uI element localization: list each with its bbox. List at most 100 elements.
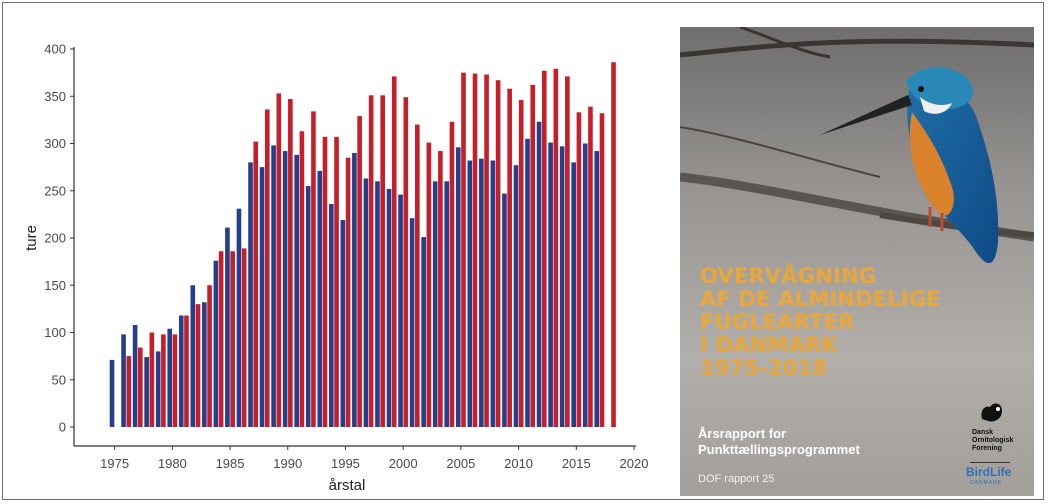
bar-red	[403, 97, 409, 427]
y-tick-label: 100	[44, 325, 66, 340]
bar-blue	[178, 315, 184, 427]
dof-bird-logo-icon	[981, 403, 1002, 422]
bar-blue	[282, 151, 288, 427]
cover-title-line: AF DE ALMINDELIGE	[700, 287, 941, 311]
bar-red	[126, 356, 132, 428]
bar-blue	[190, 285, 196, 427]
bar-blue	[421, 237, 426, 427]
bar-red	[184, 315, 189, 427]
bar-red	[380, 95, 385, 427]
bar-red	[149, 332, 155, 427]
bar-red	[415, 124, 420, 427]
bar-blue	[444, 181, 450, 427]
bar-red	[161, 334, 166, 427]
y-axis-ticks: 0 50 100 150 200 250 300 350 400	[44, 42, 74, 435]
bar-red	[426, 142, 432, 427]
bar-blue	[571, 162, 576, 427]
bar-blue	[225, 227, 230, 427]
bar-blue	[386, 188, 392, 427]
bar-red	[138, 347, 143, 427]
cover-title-line: I DANMARK	[700, 333, 838, 357]
y-tick-label: 50	[52, 372, 66, 387]
birdlife-logo: BirdLife	[966, 465, 1012, 479]
bar-blue	[594, 151, 600, 427]
bar-red	[565, 76, 570, 427]
logo-line: Forening	[972, 445, 1002, 452]
bar-blue	[525, 138, 530, 427]
bar-red	[264, 109, 270, 427]
bar-blue	[363, 178, 369, 427]
bar-red	[322, 136, 328, 427]
bar-red	[541, 70, 547, 428]
x-tick-label: 1985	[216, 456, 245, 471]
bar-blue	[213, 260, 219, 427]
birdlife-subtitle: DANMARK	[970, 480, 1003, 486]
bar-red	[438, 151, 443, 427]
bar-blue	[248, 162, 253, 427]
bar-red	[357, 116, 362, 427]
bars-layer	[109, 62, 616, 428]
x-axis-label: årstal	[329, 477, 366, 494]
y-tick-label: 200	[44, 231, 66, 246]
bar-blue	[132, 324, 138, 427]
bar-blue	[317, 170, 323, 427]
bar-blue	[455, 147, 461, 427]
report-cover: OVERVÅGNING AF DE ALMINDELIGE FUGLEARTER…	[680, 27, 1034, 496]
bar-blue	[502, 193, 507, 427]
bar-red	[484, 74, 489, 427]
bar-red	[172, 334, 178, 427]
bar-blue	[582, 143, 588, 427]
bar-red	[472, 73, 478, 427]
x-tick-label: 2020	[620, 456, 649, 471]
bar-red	[391, 76, 397, 427]
bar-blue	[144, 357, 149, 427]
y-tick-label: 150	[44, 278, 66, 293]
bar-blue	[409, 218, 415, 427]
logo-line: Ornitologisk	[972, 437, 1014, 444]
bar-red	[253, 141, 259, 428]
x-tick-label: 1975	[100, 456, 129, 471]
bar-blue	[375, 181, 380, 427]
bar-red	[553, 68, 559, 427]
x-tick-label: 1990	[273, 456, 302, 471]
bar-blue	[559, 146, 565, 427]
bar-blue	[259, 167, 265, 428]
bar-red	[218, 251, 224, 427]
bar-red	[345, 157, 351, 427]
bar-red	[207, 285, 212, 427]
y-tick-label: 300	[44, 136, 66, 151]
bar-red	[611, 62, 616, 427]
report-number: DOF rapport 25	[698, 473, 775, 485]
bar-red	[518, 100, 524, 427]
x-tick-label: 2010	[504, 456, 533, 471]
x-tick-label: 2015	[562, 456, 591, 471]
bar-chart: 0 50 100 150 200 250 300 350 400 1975 1980 1985 199…	[23, 42, 648, 495]
cover-subtitle: Årsrapport for Punkttællingsprogrammet	[698, 426, 860, 458]
y-tick-label: 350	[44, 89, 66, 104]
dof-logo-text: Dansk Ornitologisk Forening	[972, 429, 1013, 453]
bar-red	[588, 106, 593, 427]
x-tick-label: 2000	[389, 456, 418, 471]
bar-blue	[548, 142, 553, 427]
bar-red	[334, 136, 339, 427]
bar-red	[461, 72, 466, 428]
cover-title: OVERVÅGNING AF DE ALMINDELIGE FUGLEARTER…	[700, 265, 941, 380]
bar-blue	[202, 302, 207, 427]
bar-red	[599, 113, 605, 427]
logo-line: Dansk	[972, 429, 994, 436]
x-axis-ticks: 1975 1980 1985 1990 1995 2000 2005 2010 2015 2020	[100, 446, 648, 471]
bar-red	[449, 121, 455, 427]
bar-red	[276, 93, 282, 428]
bar-red	[507, 88, 512, 427]
cover-subtitle-line: Årsrapport for	[698, 426, 787, 441]
bar-red	[288, 99, 293, 427]
bar-blue	[167, 328, 173, 427]
bar-blue	[121, 334, 126, 427]
bar-red	[576, 112, 582, 427]
bar-red	[495, 80, 501, 427]
logo-divider	[970, 462, 1010, 463]
x-tick-label: 1995	[331, 456, 360, 471]
bar-blue	[479, 158, 484, 427]
bar-blue	[329, 203, 334, 427]
